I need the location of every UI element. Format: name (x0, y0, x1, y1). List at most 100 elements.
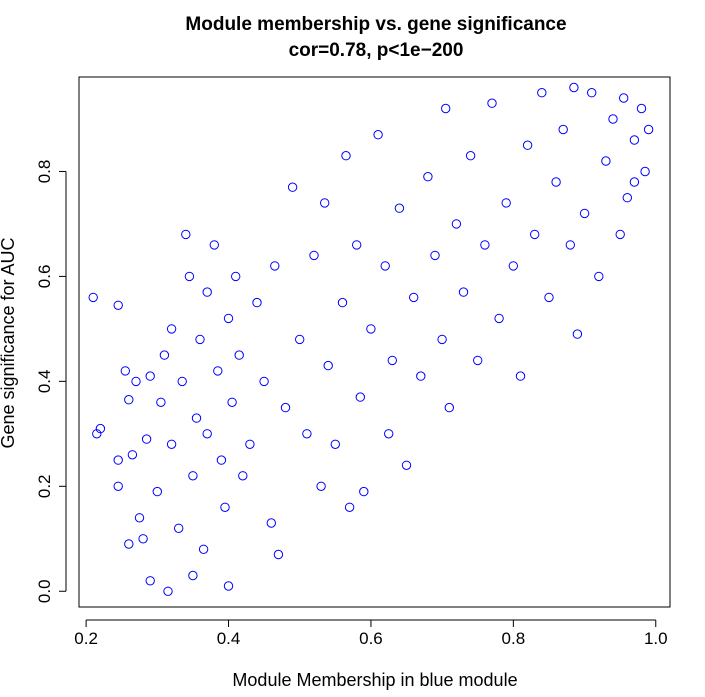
data-point (213, 366, 223, 376)
data-point (423, 172, 433, 182)
data-point (352, 240, 362, 250)
data-point (188, 570, 198, 581)
y-axis-label: Gene significance for AUC (0, 237, 18, 448)
data-point (601, 156, 611, 166)
data-point (569, 82, 579, 93)
data-point (188, 471, 198, 481)
data-point (202, 287, 212, 297)
data-point (636, 103, 647, 114)
data-point (223, 581, 234, 591)
data-point (145, 576, 155, 586)
data-point (508, 261, 518, 271)
data-point (643, 124, 654, 135)
data-point (320, 198, 330, 208)
data-point (181, 229, 191, 240)
data-point (629, 135, 640, 145)
data-point (166, 324, 177, 334)
data-point (152, 486, 163, 497)
data-point (473, 355, 483, 366)
x-axis-label: Module Membership in blue module (232, 670, 517, 690)
data-point (227, 397, 237, 407)
data-point (234, 350, 244, 360)
data-point (640, 166, 650, 177)
data-point (131, 376, 141, 387)
x-tick-label: 0.2 (74, 629, 98, 648)
data-point (270, 261, 280, 271)
data-point (88, 292, 98, 303)
chart-title: Module membership vs. gene significance (185, 14, 566, 35)
data-point (441, 103, 451, 114)
data-point (458, 287, 469, 297)
plot-frame (78, 76, 671, 608)
data-point (138, 534, 148, 544)
data-point (494, 313, 504, 324)
data-point (330, 439, 340, 449)
data-point (252, 297, 262, 308)
data-point (113, 481, 123, 491)
data-point (120, 366, 131, 376)
data-point (384, 429, 394, 439)
chart-subtitle: cor=0.78, p<1e−200 (289, 40, 464, 61)
y-tick-label: 0.6 (35, 265, 54, 289)
data-point (316, 481, 326, 491)
data-point (565, 240, 575, 250)
data-point (409, 292, 419, 303)
data-point (394, 203, 405, 213)
x-tick-label: 1.0 (644, 629, 668, 648)
data-point (223, 313, 234, 324)
points-layer (88, 82, 654, 596)
data-point (501, 198, 511, 208)
data-point (387, 355, 397, 366)
y-axis: 0.0 0.2 0.4 0.6 0.8 (35, 160, 67, 603)
data-point (166, 439, 177, 449)
data-point (530, 229, 540, 240)
data-point (366, 324, 376, 334)
data-point (198, 544, 209, 554)
data-point (220, 502, 230, 512)
data-point (437, 334, 447, 345)
data-point (245, 439, 255, 449)
data-point (587, 88, 597, 98)
data-point (380, 261, 390, 271)
data-point (551, 177, 561, 187)
data-point (302, 429, 312, 439)
data-point (177, 376, 187, 387)
data-point (163, 586, 173, 596)
data-point (202, 429, 212, 439)
data-point (184, 271, 195, 282)
data-point (216, 455, 227, 465)
data-point (344, 502, 355, 512)
data-point (141, 434, 152, 444)
data-point (373, 130, 383, 140)
data-point (174, 523, 184, 533)
x-tick-label: 0.6 (359, 629, 383, 648)
data-point (619, 93, 629, 103)
data-point (416, 371, 426, 381)
x-tick-label: 0.8 (502, 629, 526, 648)
data-point (309, 250, 319, 261)
data-point (579, 208, 590, 219)
x-axis: 0.2 0.4 0.6 0.8 1.0 (74, 619, 668, 648)
data-point (465, 151, 476, 161)
data-point (127, 450, 138, 460)
data-point (444, 402, 454, 413)
data-point (238, 471, 248, 481)
data-point (195, 334, 205, 345)
data-point (480, 240, 490, 250)
data-point (156, 397, 166, 407)
data-point (629, 177, 640, 187)
data-point (451, 219, 462, 229)
data-point (558, 124, 568, 135)
x-tick-label: 0.4 (217, 629, 241, 648)
y-tick-label: 0.2 (35, 474, 54, 498)
y-tick-label: 0.8 (35, 160, 54, 184)
data-point (191, 413, 202, 423)
data-point (622, 193, 632, 203)
data-point (572, 329, 583, 339)
data-point (280, 402, 291, 413)
data-point (124, 395, 134, 405)
data-point (209, 240, 220, 250)
data-point (295, 334, 305, 345)
data-point (355, 392, 365, 402)
